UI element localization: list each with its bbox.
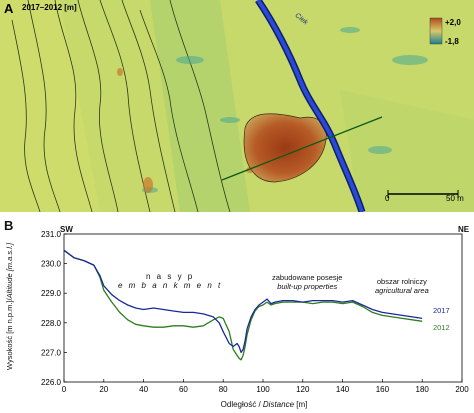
x-tick-label: 160 xyxy=(376,385,390,394)
map-caption: 2017–2012 [m] xyxy=(22,3,77,12)
y-tick-label: 226.0 xyxy=(41,378,62,387)
x-tick-label: 140 xyxy=(336,385,350,394)
legend-max-label: +2,0 xyxy=(445,18,461,27)
x-tick-label: 200 xyxy=(455,385,469,394)
series-line-2012 xyxy=(63,249,423,361)
river xyxy=(256,0,364,212)
y-tick-label: 230.0 xyxy=(41,260,62,269)
series-label-2012: 2012 xyxy=(433,323,450,332)
chart-axes xyxy=(63,233,463,383)
mound-shape xyxy=(243,113,327,183)
legend-min-label: -1,8 xyxy=(445,37,459,46)
x-tick-label: 120 xyxy=(296,385,310,394)
annotation-embankment: n a s y p e m b a n k m e n t xyxy=(118,272,223,290)
chart-ticks: 0 20 40 60 80 100 120 140 160 180 200 226.0 227.0 228… xyxy=(41,230,469,394)
panel-letter-b: B xyxy=(4,218,14,233)
plot-frame xyxy=(63,233,463,383)
y-tick-label: 227.0 xyxy=(41,348,62,357)
profile-panel: B SW NE 0 20 40 60 80 100 120 140 160 180 200 226.0… xyxy=(0,214,474,413)
x-axis-title: Odległość / Distance [m] xyxy=(220,400,308,409)
x-tick-label: 60 xyxy=(179,385,188,394)
x-tick-label: 100 xyxy=(256,385,270,394)
scale-end-label: 50 m xyxy=(446,194,464,203)
direction-sw-label: SW xyxy=(60,225,73,234)
x-tick-label: 0 xyxy=(62,385,67,394)
series-line-2017 xyxy=(63,249,423,354)
contour-lines xyxy=(11,0,231,212)
y-axis-title: Wysokość [m n.p.m.]/Altitude [m.a.s.l.] xyxy=(5,242,14,370)
profile-line xyxy=(221,116,383,181)
low-patches xyxy=(142,27,428,193)
y-tick-label: 231.0 xyxy=(41,230,62,239)
x-tick-label: 20 xyxy=(99,385,108,394)
y-tick-label: 229.0 xyxy=(41,289,62,298)
scale-start-label: 0 xyxy=(385,194,390,203)
difference-map xyxy=(0,0,474,212)
x-tick-label: 80 xyxy=(219,385,228,394)
panel-letter-a: A xyxy=(4,1,14,16)
x-tick-label: 40 xyxy=(139,385,148,394)
y-tick-label: 228.0 xyxy=(41,319,62,328)
legend-bar xyxy=(429,17,443,45)
x-tick-label: 180 xyxy=(416,385,430,394)
scale-bar xyxy=(387,190,459,198)
map-panel: A 2017–2012 [m] +2,0 -1,8 Ciek 0 50 m xyxy=(0,0,474,212)
direction-ne-label: NE xyxy=(458,225,470,234)
series-label-2017: 2017 xyxy=(433,306,450,315)
annotation-built-up: zabudowane posesje built-up properties xyxy=(272,273,343,291)
annotation-agricultural: obszar rolniczy agricultural area xyxy=(375,277,429,295)
chart-series xyxy=(63,249,423,361)
profile-chart: 0 20 40 60 80 100 120 140 160 180 200 226.0 227.0 228… xyxy=(41,230,469,394)
